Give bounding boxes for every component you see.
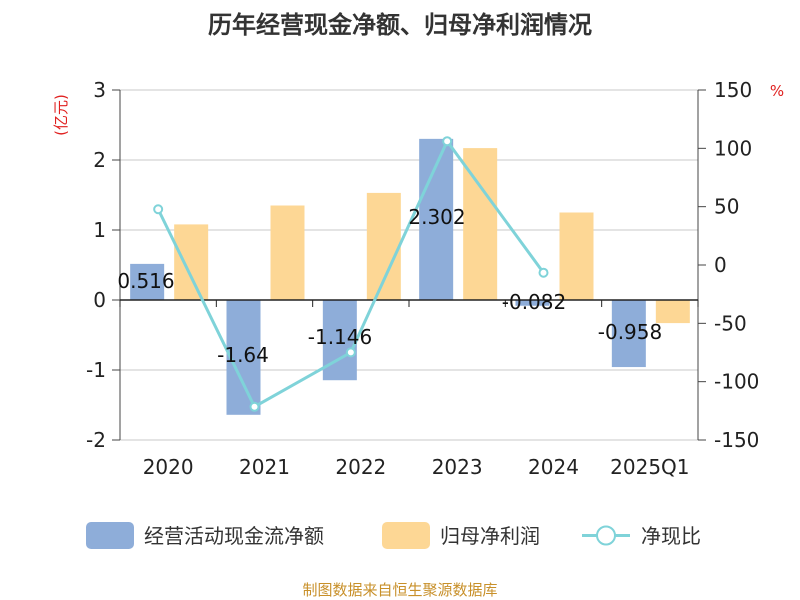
net-profit-bar	[366, 192, 401, 300]
legend-label-ratio: 净现比	[641, 524, 701, 548]
bars-layer	[130, 138, 690, 415]
category-label: 2022	[335, 455, 386, 479]
legend-label-cash-flow: 经营活动现金流净额	[144, 524, 324, 548]
right-tick-label: 50	[714, 195, 739, 219]
category-label: 2025Q1	[610, 455, 689, 479]
net-profit-bar	[655, 300, 690, 324]
cash-flow-data-label: 0.516	[117, 269, 174, 293]
tick-labels-layer: 3 2 1 0 -1 -2 150 100 50 0 -50 -100 -150 2020 2021 2022…	[86, 78, 759, 479]
cash-flow-data-label: -0.958	[598, 320, 662, 344]
ratio-point	[345, 347, 356, 358]
right-tick-label: -150	[714, 428, 759, 452]
left-tick-label: -2	[86, 428, 106, 452]
category-label: 2020	[143, 455, 194, 479]
net-profit-bar	[559, 212, 594, 300]
left-tick-label: -1	[86, 358, 106, 382]
ratio-point	[442, 136, 453, 147]
net-profit-bar	[270, 205, 305, 300]
data-labels-layer: 0.516 -1.64 -1.146 2.302 -0.082 -0.958	[117, 205, 662, 367]
right-tick-label: 100	[714, 136, 752, 160]
legend-swatch-ratio-marker	[596, 525, 616, 546]
right-axis-unit: %	[770, 82, 784, 100]
category-label: 2023	[432, 455, 483, 479]
left-tick-label: 2	[93, 148, 106, 172]
cash-flow-bar	[226, 300, 261, 415]
left-tick-label: 3	[93, 78, 106, 102]
source-note: 制图数据来自恒生聚源数据库	[302, 581, 497, 599]
net-profit-bar	[463, 148, 498, 300]
left-axis-unit: (亿元)	[52, 94, 70, 136]
cash-flow-data-label: -1.146	[308, 325, 372, 349]
ratio-point	[249, 401, 260, 412]
legend-swatch-cash-flow	[86, 522, 134, 549]
category-label: 2024	[528, 455, 579, 479]
legend: 经营活动现金流净额 归母净利润 净现比	[86, 522, 701, 549]
ratio-point	[153, 204, 164, 215]
ratio-point	[538, 267, 549, 278]
chart-title: 历年经营现金净额、归母净利润情况	[208, 11, 592, 39]
right-tick-label: 150	[714, 78, 752, 102]
cash-flow-bar	[130, 263, 165, 300]
net-profit-bar	[174, 224, 209, 300]
cash-flow-bar	[611, 300, 646, 368]
category-label: 2021	[239, 455, 290, 479]
cash-flow-data-label: -1.64	[217, 343, 269, 367]
ratio-line-layer	[153, 136, 549, 412]
right-tick-label: -50	[714, 311, 747, 335]
left-tick-label: 0	[93, 288, 106, 312]
cash-flow-data-label: 2.302	[408, 205, 465, 229]
cash-flow-bar	[322, 300, 357, 381]
right-tick-label: 0	[714, 253, 727, 277]
axes-layer	[112, 89, 706, 441]
left-tick-label: 1	[93, 218, 106, 242]
right-tick-label: -100	[714, 370, 759, 394]
legend-swatch-net-profit	[382, 522, 430, 549]
cash-flow-bar	[515, 300, 550, 306]
legend-label-net-profit: 归母净利润	[440, 524, 540, 548]
cash-flow-data-label: -0.082	[502, 290, 566, 314]
